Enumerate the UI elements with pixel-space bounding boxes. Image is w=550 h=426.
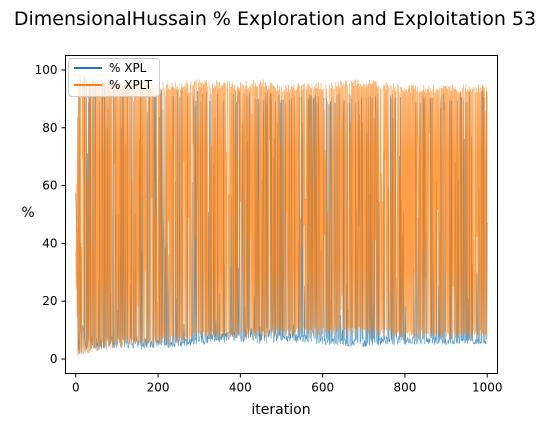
x-tick-label: 600 bbox=[311, 381, 334, 395]
y-tick-label: 40 bbox=[42, 236, 57, 250]
x-tick-label: 0 bbox=[72, 381, 80, 395]
series-line-xplt bbox=[75, 74, 488, 356]
series-line-xpl bbox=[75, 78, 488, 355]
x-axis: 0 200 400 600 800 1000 bbox=[72, 373, 503, 395]
legend-label-xpl: % XPL bbox=[109, 61, 147, 75]
chart-title: DimensionalHussain % Exploration and Exp… bbox=[13, 8, 537, 30]
y-axis: 0 20 40 60 80 100 bbox=[35, 63, 66, 366]
y-tick-label: 100 bbox=[35, 63, 58, 77]
legend: % XPL % XPLT bbox=[68, 58, 160, 97]
plot-frame bbox=[65, 55, 498, 374]
y-tick-label: 20 bbox=[42, 294, 57, 308]
plot-area bbox=[75, 74, 488, 356]
x-axis-label: iteration bbox=[251, 402, 310, 418]
y-tick-label: 0 bbox=[50, 352, 58, 366]
x-tick-label: 200 bbox=[147, 381, 170, 395]
y-axis-label: % bbox=[21, 205, 34, 221]
x-tick-label: 1000 bbox=[472, 381, 503, 395]
x-tick-label: 400 bbox=[229, 381, 252, 395]
legend-label-xplt: % XPLT bbox=[109, 78, 153, 92]
y-tick-label: 80 bbox=[42, 121, 57, 135]
x-tick-label: 800 bbox=[393, 381, 416, 395]
y-tick-label: 60 bbox=[42, 179, 57, 193]
